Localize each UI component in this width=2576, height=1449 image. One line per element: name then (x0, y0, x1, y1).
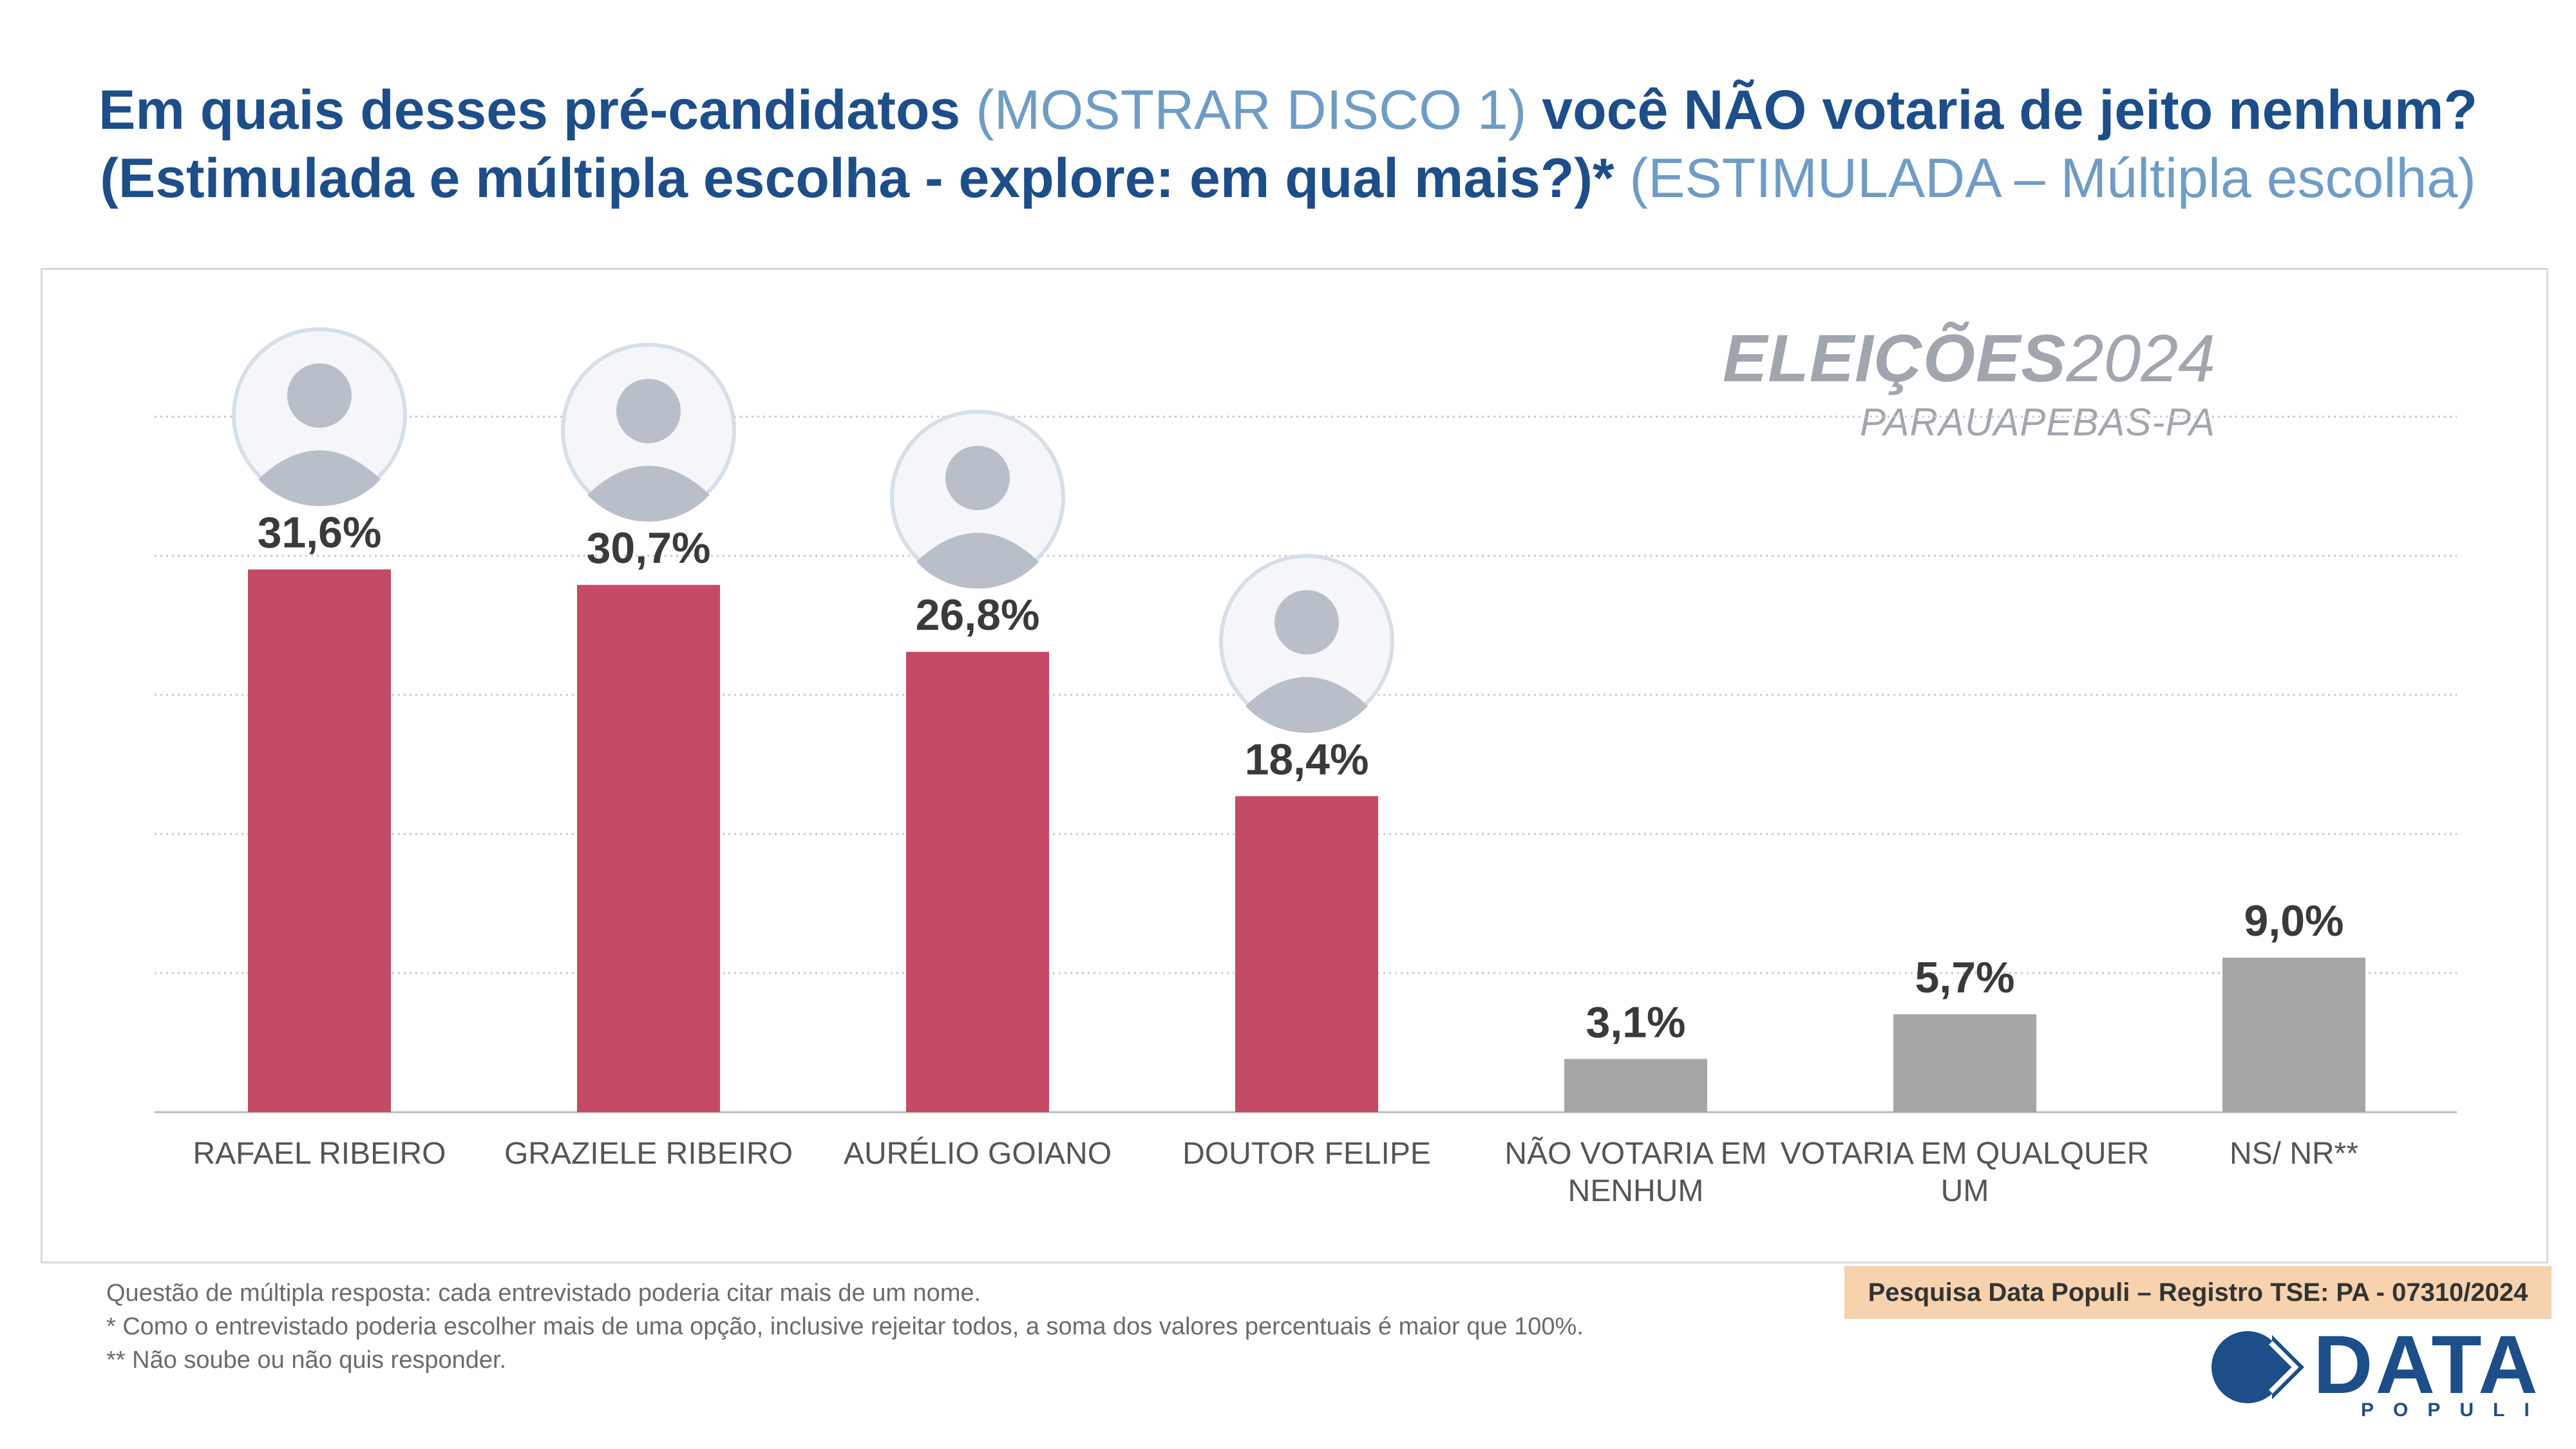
brand-block: ELEIÇÕES2024 PARAUAPEBAS-PA (1723, 321, 2215, 444)
tick-label: NÃO VOTARIA EM (1504, 1136, 1766, 1171)
data-label: 31,6% (258, 508, 382, 557)
title-part: (ESTIMULADA – Múltipla escolha) (1614, 147, 2476, 209)
tick-label: UM (1941, 1174, 1989, 1208)
tick-label: NS/ NR** (2230, 1137, 2358, 1171)
footnotes: Questão de múltipla resposta: cada entre… (106, 1276, 1584, 1377)
bar (2222, 957, 2365, 1112)
data-label: 26,8% (916, 591, 1040, 639)
data-label: 3,1% (1586, 998, 1686, 1046)
bar (906, 652, 1049, 1112)
avatar-head-icon (616, 379, 681, 444)
avatar-body-icon (916, 533, 1039, 589)
avatar-body-icon (1245, 677, 1368, 734)
logo-mark-icon (2211, 1331, 2304, 1403)
data-label: 18,4% (1245, 735, 1369, 784)
tick-label: NENHUM (1568, 1174, 1704, 1208)
data-label: 5,7% (1915, 953, 2015, 1002)
avatar-body-icon (258, 450, 381, 506)
avatar-head-icon (1274, 590, 1339, 655)
bar (1235, 796, 1378, 1112)
title-part: Em quais desses pré-candidatos (98, 79, 961, 141)
chart-title: Em quais desses pré-candidatos (MOSTRAR … (0, 76, 2576, 213)
bar (248, 569, 391, 1112)
footnote-3: ** Não soube ou não quis responder. (106, 1347, 507, 1374)
avatar-body-icon (587, 466, 710, 522)
data-populi-logo: DATA POPULI (2208, 1319, 2543, 1421)
title-part: (Estimulada e múltipla escolha - explore… (100, 147, 1615, 209)
tick-label: AURÉLIO GOIANO (844, 1137, 1112, 1171)
tick-label: DOUTOR FELIPE (1182, 1137, 1431, 1171)
avatar-head-icon (287, 363, 352, 428)
brand-year: 2024 (2066, 321, 2215, 396)
logo-word: DATA (2313, 1319, 2541, 1411)
title-part: você NÃO votaria de jeito nenhum? (1542, 79, 2478, 141)
avatar-head-icon (945, 446, 1010, 511)
tick-label: RAFAEL RIBEIRO (193, 1137, 446, 1171)
footnote-1: Questão de múltipla resposta: cada entre… (106, 1280, 981, 1307)
logo-sub: POPULI (2361, 1399, 2549, 1421)
tick-label: VOTARIA EM QUALQUER (1781, 1137, 2150, 1171)
bar (1893, 1014, 2036, 1112)
brand-city: PARAUAPEBAS-PA (1860, 401, 2215, 444)
footnote-2: * Como o entrevistado poderia escolher m… (106, 1313, 1584, 1340)
title-part: (MOSTRAR DISCO 1) (960, 79, 1542, 141)
data-label: 9,0% (2244, 896, 2344, 945)
tick-label: GRAZIELE RIBEIRO (504, 1137, 793, 1171)
registro-badge: Pesquisa Data Populi – Registro TSE: PA … (1844, 1266, 2552, 1319)
bar (577, 585, 720, 1112)
bar (1564, 1059, 1707, 1112)
brand-eleicoes: ELEIÇÕES (1722, 321, 2067, 396)
data-label: 30,7% (587, 524, 711, 573)
